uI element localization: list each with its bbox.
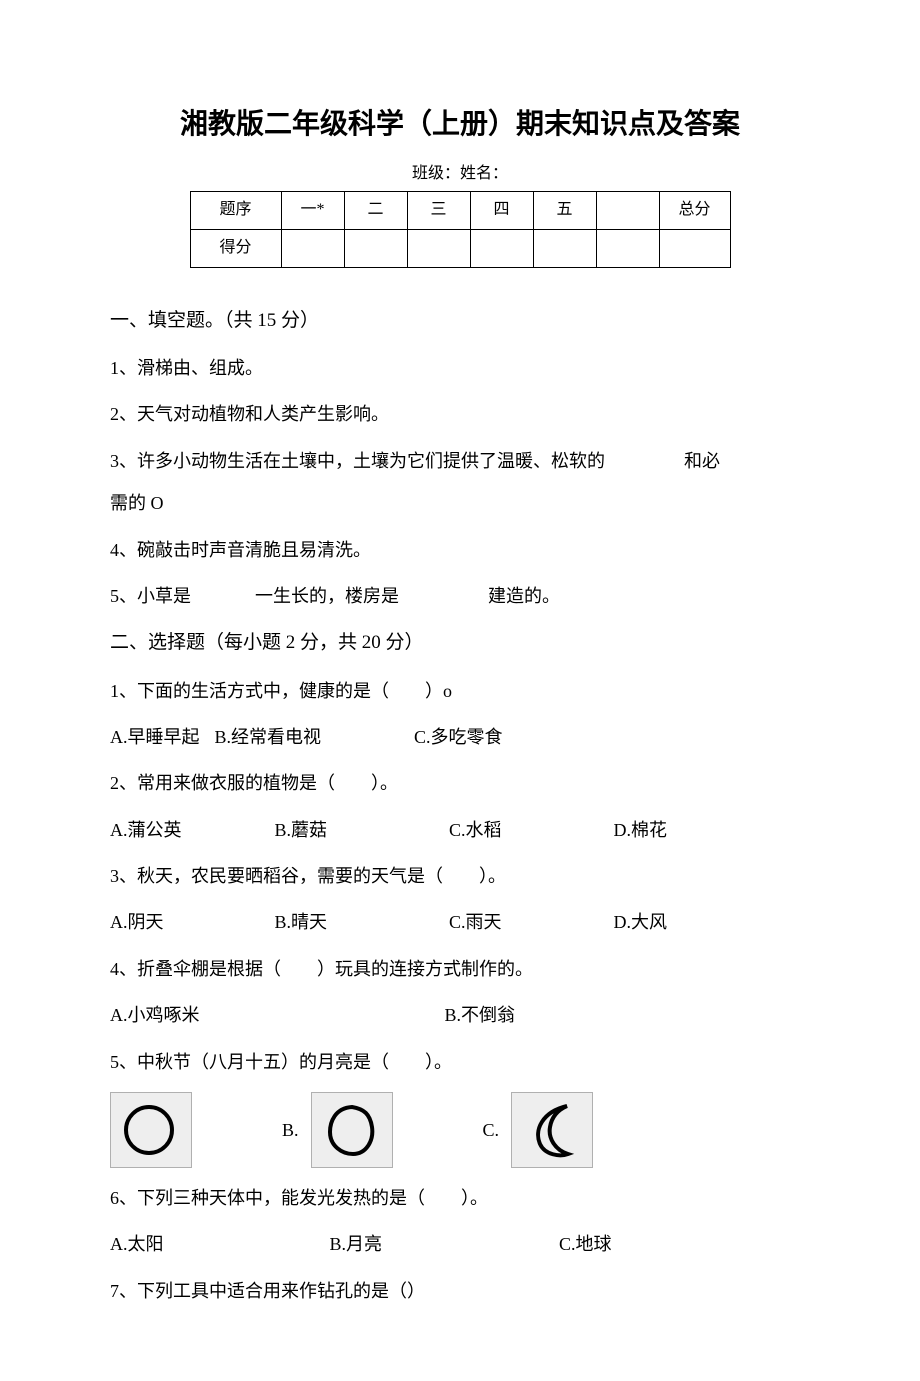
s2-q2-opt-c: C.水稻	[449, 814, 609, 846]
s2-q2-opt-b: B.蘑菇	[275, 814, 445, 846]
th-2: 二	[344, 192, 407, 230]
s1-q1: 1、滑梯由、组成。	[110, 352, 810, 384]
s2-q5-label-c: C.	[483, 1114, 500, 1146]
s2-q6-options: A.太阳 B.月亮 C.地球	[110, 1228, 810, 1260]
crescent-moon-icon	[522, 1100, 582, 1160]
class-name-line: 班级：姓名：	[110, 160, 810, 189]
gibbous-moon-icon	[322, 1100, 382, 1160]
s2-q5: 5、中秋节（八月十五）的月亮是（ ）。	[110, 1046, 810, 1078]
s2-q2-options: A.蒲公英 B.蘑菇 C.水稻 D.棉花	[110, 814, 810, 846]
s2-q3-opt-a: A.阴天	[110, 906, 270, 938]
s2-q2-opt-d: D.棉花	[614, 814, 668, 846]
th-3: 三	[407, 192, 470, 230]
page-container: 湘教版二年级科学（上册）期末知识点及答案 班级：姓名： 题序 一* 二 三 四 …	[0, 0, 920, 1381]
s2-q2-opt-a: A.蒲公英	[110, 814, 270, 846]
s2-q6-opt-b: B.月亮	[330, 1228, 555, 1260]
s1-q5-part2: 一生长的，楼房是	[255, 586, 399, 606]
s2-q1: 1、下面的生活方式中，健康的是（ ）o	[110, 675, 810, 707]
s2-q3-opt-b: B.晴天	[275, 906, 445, 938]
s2-q2: 2、常用来做衣服的植物是（ ）。	[110, 767, 810, 799]
td-score-2	[344, 229, 407, 267]
s2-q5-label-b: B.	[282, 1114, 299, 1146]
s2-q6: 6、下列三种天体中，能发光发热的是（ ）。	[110, 1182, 810, 1214]
td-score-label: 得分	[190, 229, 281, 267]
s1-q5: 5、小草是 一生长的，楼房是 建造的。	[110, 580, 810, 612]
td-score-3	[407, 229, 470, 267]
s2-q4-opt-a: A.小鸡啄米	[110, 999, 440, 1031]
s2-q5-options: B. C.	[110, 1092, 810, 1168]
table-row: 题序 一* 二 三 四 五 总分	[190, 192, 730, 230]
s2-q4-options: A.小鸡啄米 B.不倒翁	[110, 999, 810, 1031]
s1-q3-part1: 3、许多小动物生活在土壤中，土壤为它们提供了温暖、松软的	[110, 451, 605, 471]
td-score-blank	[596, 229, 659, 267]
s1-q3: 3、许多小动物生活在土壤中，土壤为它们提供了温暖、松软的 和必	[110, 445, 810, 477]
s2-q3-opt-d: D.大风	[614, 906, 668, 938]
s2-q1-opt-c: C.多吃零食	[414, 721, 503, 753]
td-score-total	[659, 229, 730, 267]
table-row: 得分	[190, 229, 730, 267]
page-title: 湘教版二年级科学（上册）期末知识点及答案	[110, 100, 810, 150]
s2-q3-options: A.阴天 B.晴天 C.雨天 D.大风	[110, 906, 810, 938]
td-score-4	[470, 229, 533, 267]
s1-q5-part1: 5、小草是	[110, 586, 191, 606]
th-blank	[596, 192, 659, 230]
s2-q6-opt-c: C.地球	[559, 1228, 612, 1260]
score-table: 题序 一* 二 三 四 五 总分 得分	[190, 191, 731, 268]
s2-q1-opt-b: B.经常看电视	[215, 721, 410, 753]
s2-q4-opt-b: B.不倒翁	[445, 999, 516, 1031]
s2-q6-opt-a: A.太阳	[110, 1228, 325, 1260]
th-seq: 题序	[190, 192, 281, 230]
s1-q3-line2: 需的 O	[110, 487, 810, 519]
section-1-heading: 一、填空题。（共 15 分）	[110, 304, 810, 338]
th-5: 五	[533, 192, 596, 230]
th-1: 一*	[281, 192, 344, 230]
s2-q3: 3、秋天，农民要晒稻谷，需要的天气是（ ）。	[110, 860, 810, 892]
s1-q3-part2: 和必	[684, 451, 720, 471]
s2-q1-options: A.早睡早起 B.经常看电视 C.多吃零食	[110, 721, 810, 753]
moon-option-c	[511, 1092, 593, 1168]
section-2-heading: 二、选择题（每小题 2 分，共 20 分）	[110, 626, 810, 660]
s2-q3-opt-c: C.雨天	[449, 906, 609, 938]
s1-q2: 2、天气对动植物和人类产生影响。	[110, 398, 810, 430]
th-4: 四	[470, 192, 533, 230]
td-score-5	[533, 229, 596, 267]
td-score-1	[281, 229, 344, 267]
s2-q4: 4、折叠伞棚是根据（ ）玩具的连接方式制作的。	[110, 953, 810, 985]
th-total: 总分	[659, 192, 730, 230]
s2-q7: 7、下列工具中适合用来作钻孔的是（）	[110, 1275, 810, 1307]
s2-q1-opt-a: A.早睡早起	[110, 721, 210, 753]
s1-q4: 4、碗敲击时声音清脆且易清洗。	[110, 534, 810, 566]
s1-q5-part3: 建造的。	[488, 586, 560, 606]
full-moon-icon	[121, 1100, 181, 1160]
moon-option-a	[110, 1092, 192, 1168]
moon-option-b	[311, 1092, 393, 1168]
